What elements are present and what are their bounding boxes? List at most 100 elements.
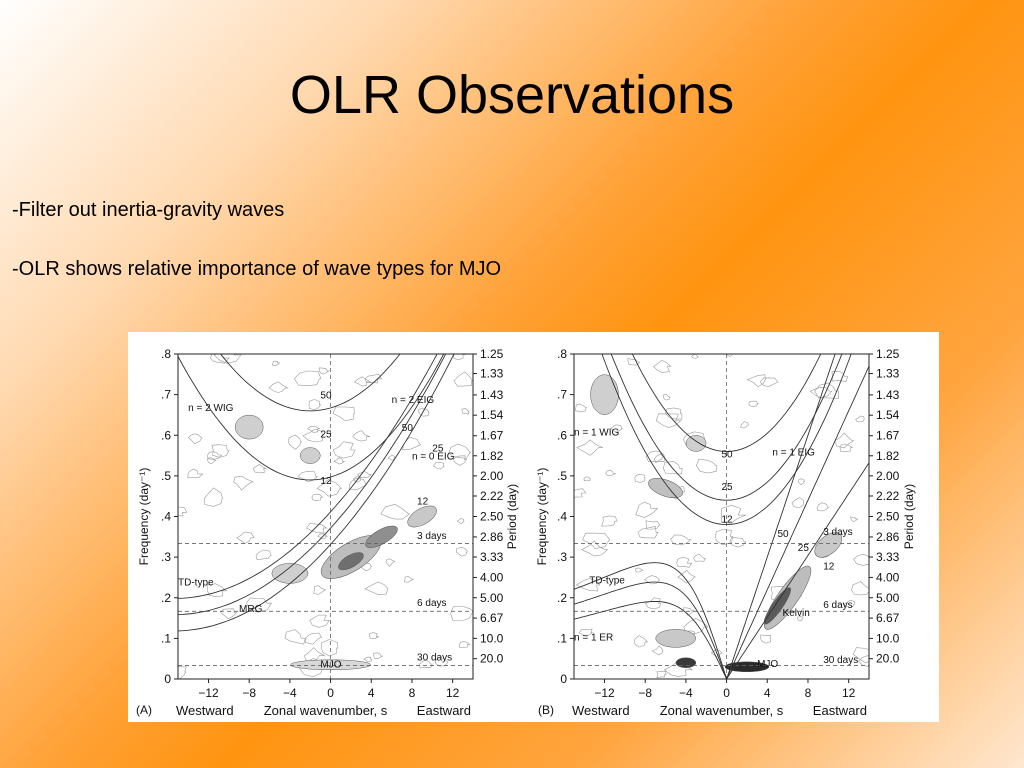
noise-contour <box>720 504 747 524</box>
spectral-peak <box>365 525 398 548</box>
noise-contour <box>583 476 591 482</box>
x-tick-label: 0 <box>327 686 334 700</box>
y-tick-label: .5 <box>161 469 171 483</box>
noise-contour <box>305 632 323 645</box>
noise-contour <box>178 506 188 517</box>
y-axis-label: Frequency (day⁻¹) <box>535 468 549 566</box>
noise-contour <box>693 553 706 562</box>
noise-contour <box>651 645 664 656</box>
noise-contour <box>308 399 322 411</box>
noise-contour <box>332 406 355 422</box>
noise-contour <box>318 367 330 375</box>
period-tick-label: 10.0 <box>876 631 900 645</box>
noise-contour <box>715 529 734 546</box>
period-tick-label: 2.50 <box>876 510 900 524</box>
noise-contour <box>220 608 238 619</box>
period-tick-label: 5.00 <box>876 591 900 605</box>
noise-contour <box>740 421 750 429</box>
noise-contour <box>284 629 306 645</box>
noise-contour <box>578 628 594 637</box>
annotation-label: 30 days <box>417 653 452 664</box>
noise-contour <box>797 616 804 622</box>
noise-contour <box>635 501 659 518</box>
y-tick-label: .3 <box>557 550 567 564</box>
period-tick-label: 6.67 <box>480 611 504 625</box>
annotation-label: n = 0 EIG <box>412 452 455 463</box>
rossby-curve <box>574 562 728 679</box>
plot-area <box>574 354 869 679</box>
x-axis-label: Zonal wavenumber, s <box>660 703 784 718</box>
n1-ig-curve <box>631 354 822 452</box>
noise-contour <box>385 558 396 567</box>
noise-contour <box>850 516 859 523</box>
kelvin-curve <box>726 366 869 679</box>
y-tick-label: 0 <box>560 672 567 686</box>
spectral-peak <box>234 414 264 440</box>
figure-svg: −12 −8 −4 0 4 8 12 0 .1 .2 .3 .4 .5 .6 .7 .8 1.25 1.33 1.4… <box>136 347 916 718</box>
rossby-curve <box>574 581 728 679</box>
annotation-label: 25 <box>798 543 810 554</box>
noise-contour <box>187 433 203 445</box>
annotation-label: n = 1 EIG <box>772 448 815 459</box>
noise-contour <box>187 468 204 479</box>
noise-contour <box>317 533 329 540</box>
annotation-label: 25 <box>432 444 444 455</box>
eig-wig-curve <box>178 354 445 481</box>
annotation-label: TD-type <box>178 578 214 589</box>
eastward-label: Eastward <box>417 703 471 718</box>
x-tick-label: −8 <box>242 686 256 700</box>
noise-contour <box>204 487 223 507</box>
period-tick-label: 2.22 <box>480 489 504 503</box>
mrg-curve <box>178 354 455 632</box>
noise-contour <box>368 632 379 640</box>
bullet-olr-mjo: -OLR shows relative importance of wave t… <box>12 258 502 280</box>
noise-contour <box>691 354 700 359</box>
period-tick-label: 1.54 <box>876 408 900 422</box>
spectral-peak <box>655 629 696 648</box>
y-tick-label: .8 <box>557 347 567 361</box>
spectral-peak <box>648 478 683 499</box>
period-tick-label: 1.67 <box>876 429 900 443</box>
annotation-label: 12 <box>722 515 734 526</box>
noise-contour <box>637 526 659 539</box>
annotation-label: TD-type <box>589 576 625 587</box>
rossby-curve <box>574 600 728 679</box>
noise-contour <box>403 576 414 583</box>
noise-contour <box>302 428 324 443</box>
noise-contour <box>287 434 302 450</box>
noise-contour <box>206 583 228 598</box>
x-axis-label: Zonal wavenumber, s <box>264 703 388 718</box>
noise-contour <box>380 503 411 520</box>
noise-contour <box>313 585 327 595</box>
noise-contour <box>305 522 328 534</box>
annotation-label: 12 <box>320 476 332 487</box>
spectral-peak <box>763 587 791 625</box>
y-tick-label: .6 <box>161 428 171 442</box>
noise-contour <box>627 358 641 366</box>
noise-contour <box>576 439 603 456</box>
period-tick-label: 1.25 <box>876 347 900 361</box>
period-tick-label: 6.67 <box>876 611 900 625</box>
noise-contour <box>839 444 854 452</box>
noise-contour <box>760 634 771 644</box>
period-tick-label: 2.22 <box>876 489 900 503</box>
noise-contour <box>453 371 473 387</box>
noise-contour <box>791 497 804 508</box>
x-tick-label: −12 <box>198 686 219 700</box>
eig-wig-curve <box>219 354 401 412</box>
noise-contour <box>746 374 766 388</box>
annotation-label: n = 1 WIG <box>574 427 620 438</box>
noise-contour <box>211 444 230 458</box>
y-tick-label: .2 <box>557 591 567 605</box>
noise-contour <box>402 436 422 451</box>
period-tick-label: 1.82 <box>480 449 504 463</box>
n1-ig-curve <box>610 354 843 501</box>
noise-contour <box>574 488 587 498</box>
noise-contour <box>676 556 693 568</box>
eastward-label: Eastward <box>813 703 867 718</box>
x-tick-label: 0 <box>723 686 730 700</box>
noise-contour <box>213 354 242 364</box>
spectral-peak <box>675 657 697 668</box>
period-tick-label: 3.33 <box>480 550 504 564</box>
y-tick-label: .4 <box>557 510 567 524</box>
